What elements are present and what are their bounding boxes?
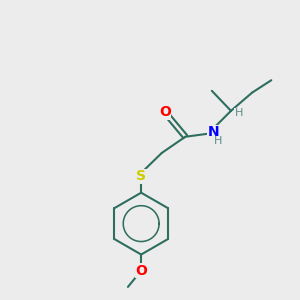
Text: H: H xyxy=(214,136,223,146)
Text: O: O xyxy=(159,105,171,119)
Text: O: O xyxy=(135,264,147,278)
Text: H: H xyxy=(235,108,243,118)
Text: S: S xyxy=(136,169,146,184)
Text: N: N xyxy=(208,125,219,139)
